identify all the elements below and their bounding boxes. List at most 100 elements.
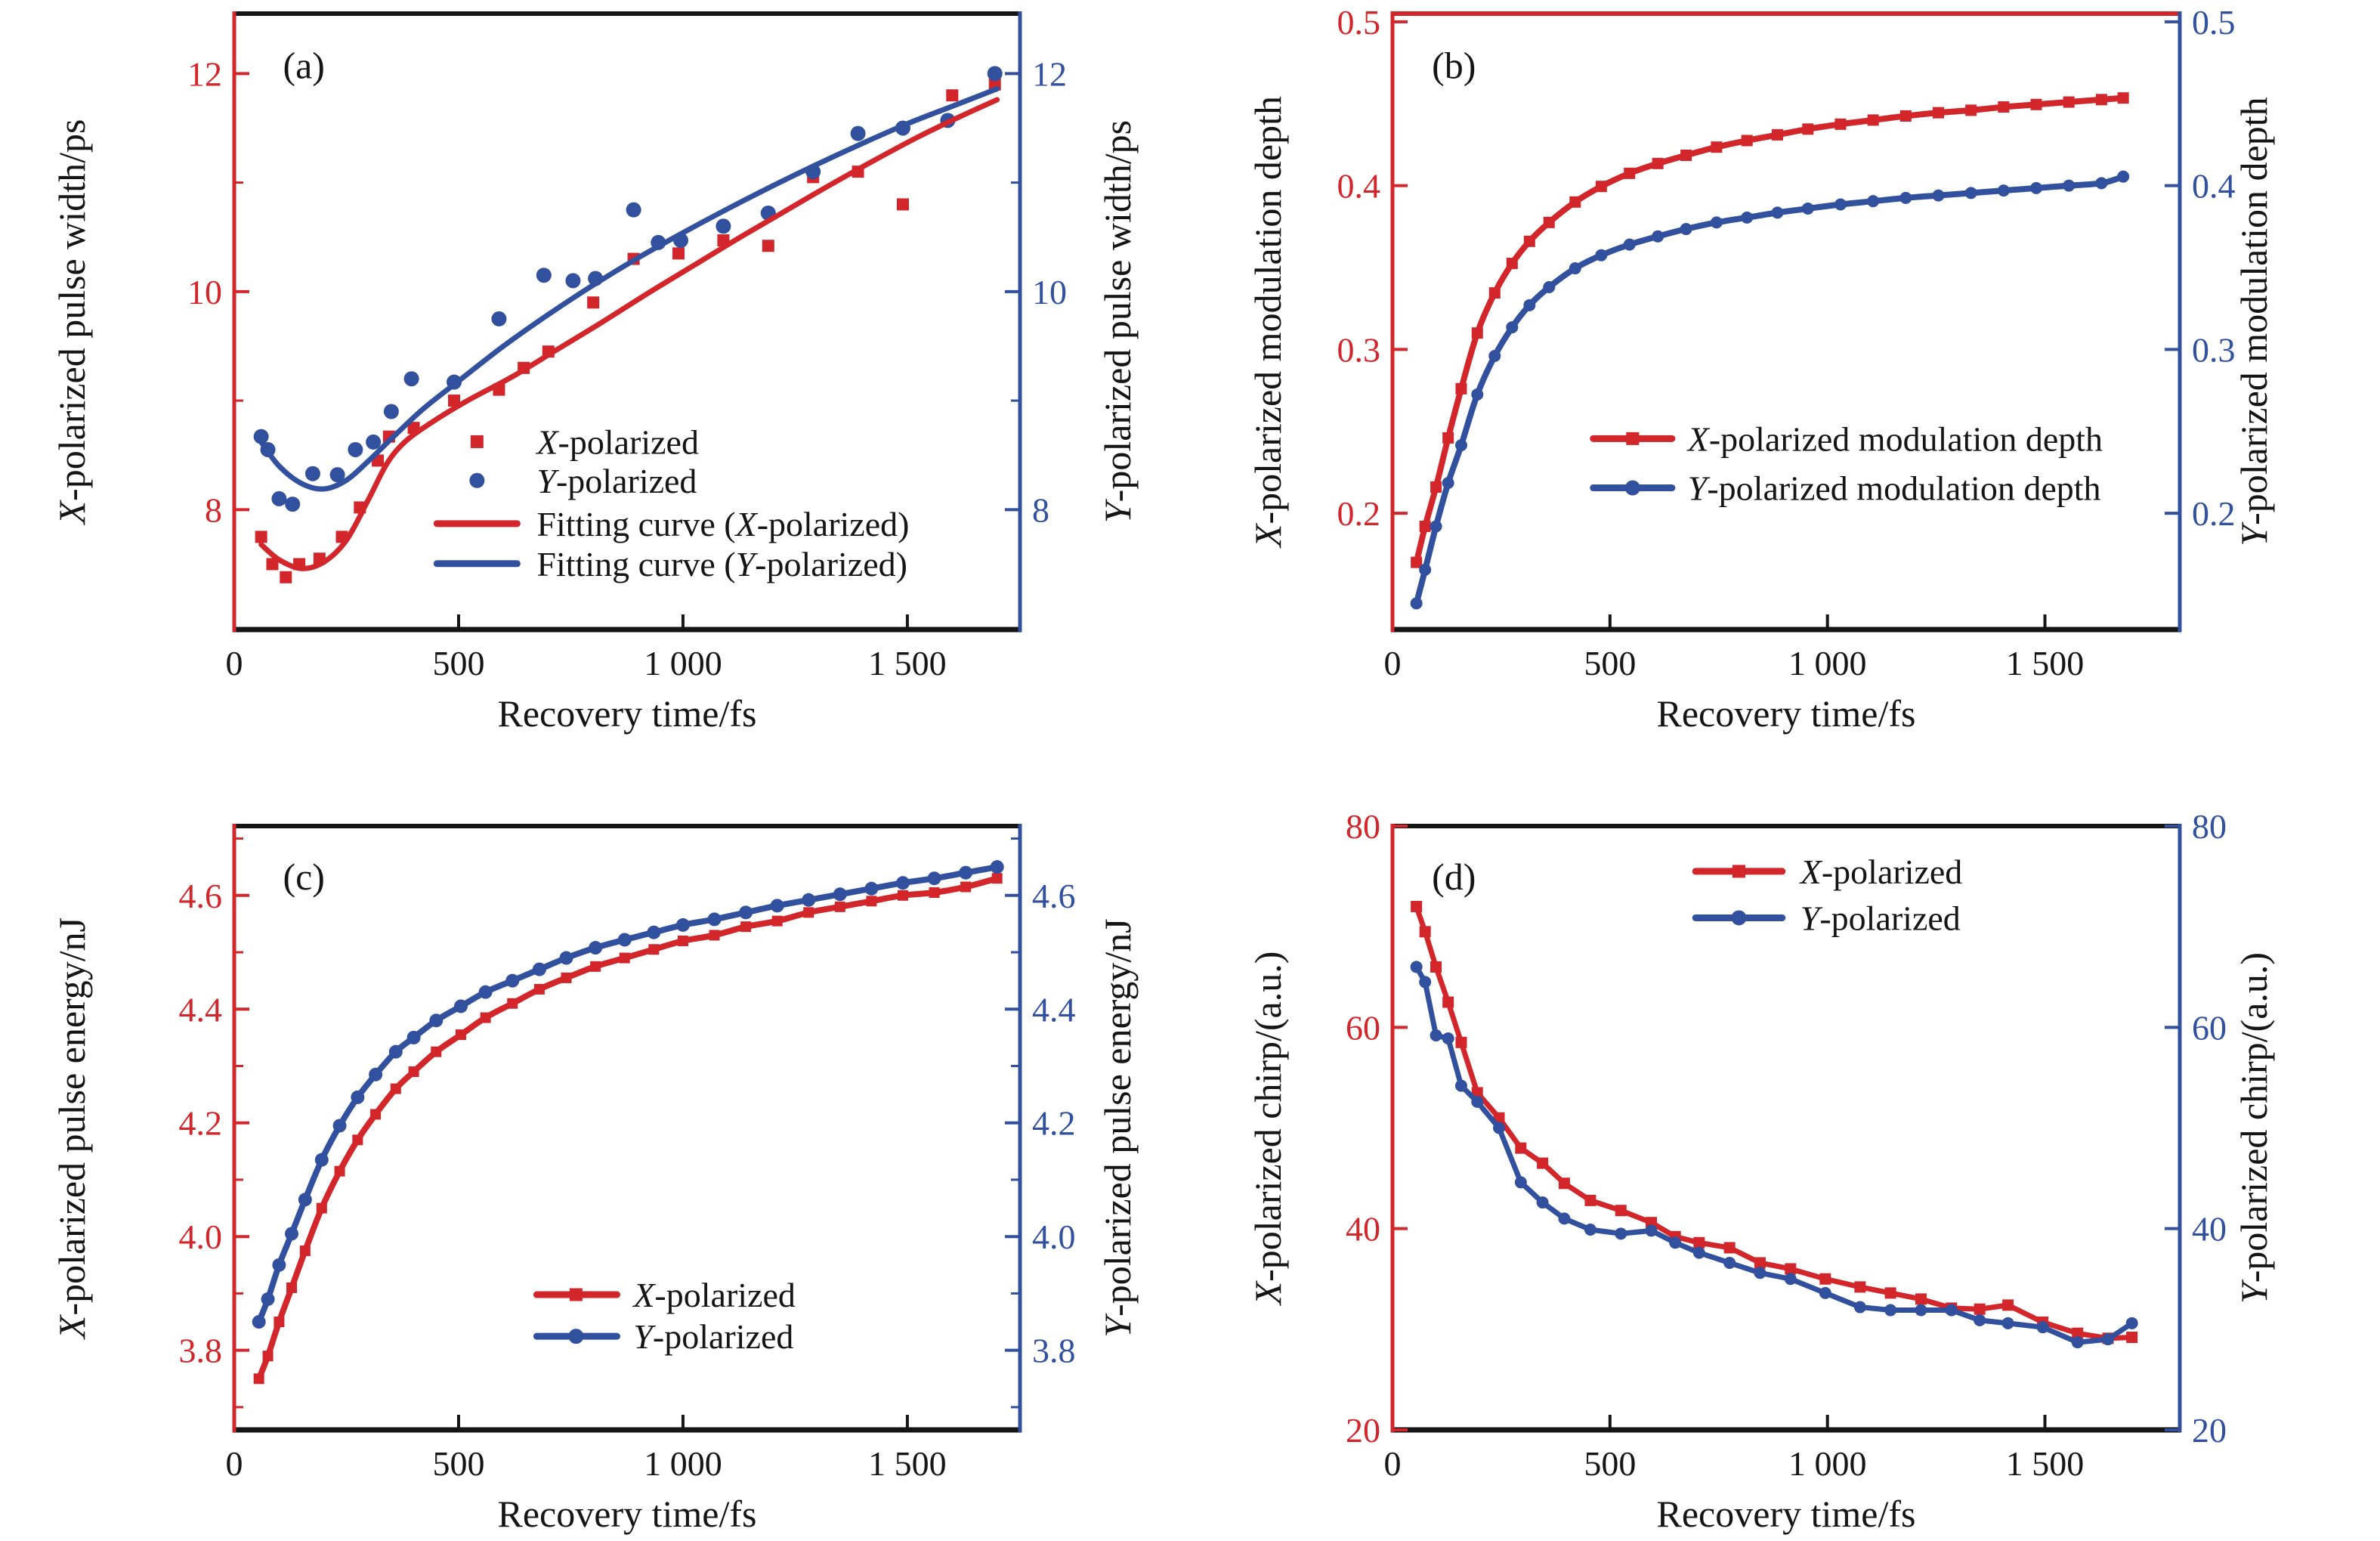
- square-marker: [1430, 961, 1442, 973]
- circle-marker: [1680, 223, 1692, 236]
- circle-marker: [1652, 230, 1664, 243]
- square-marker: [1680, 149, 1692, 161]
- panel-label-d: (d): [1432, 856, 1476, 898]
- y-left-tick-label: 40: [1346, 1210, 1380, 1249]
- x-axis-title: Recovery time/fs: [498, 692, 757, 735]
- circle-marker: [850, 125, 866, 141]
- panel-b: 0 500 1 000 1 500 0.2 0.3 0.4 0.5 X-polarized mo…: [1247, 3, 2275, 735]
- circle-marker: [1669, 1236, 1682, 1249]
- circle-marker: [536, 268, 552, 283]
- legend-circle-marker: [1731, 910, 1747, 926]
- circle-marker: [2071, 1336, 2084, 1349]
- square-marker: [587, 296, 600, 309]
- x-tick-label: 1 500: [868, 644, 947, 682]
- square-marker: [991, 873, 1003, 884]
- circle-marker: [314, 1153, 329, 1167]
- square-marker: [533, 983, 545, 995]
- series-y-polarized: [252, 860, 1004, 1329]
- square-marker: [1584, 1194, 1596, 1206]
- circle-marker: [478, 985, 493, 999]
- y-left-axis-title: X-polarized pulse width/ps: [51, 119, 93, 526]
- circle-marker: [589, 941, 603, 955]
- circle-marker: [403, 371, 419, 387]
- square-marker: [896, 198, 909, 211]
- square-marker: [866, 896, 877, 907]
- circle-marker: [1899, 191, 1912, 204]
- square-marker: [1537, 1157, 1549, 1169]
- panel-label-c: (c): [283, 856, 325, 898]
- square-marker: [677, 935, 688, 946]
- y-right-tick-label: 4.6: [1032, 877, 1076, 915]
- y-right-tick-label: 4.2: [1032, 1104, 1076, 1143]
- circle-marker: [1584, 1223, 1596, 1236]
- circle-marker: [864, 881, 879, 896]
- circle-marker: [1430, 1029, 1442, 1041]
- square-marker: [1652, 157, 1664, 169]
- square-marker: [299, 1245, 311, 1257]
- x-tick-label: 1 500: [868, 1444, 947, 1483]
- circle-marker: [348, 441, 363, 457]
- square-marker: [834, 901, 845, 912]
- circle-marker: [1974, 1314, 1986, 1326]
- square-marker: [1711, 141, 1723, 153]
- circle-marker: [1523, 299, 1536, 311]
- circle-marker: [272, 1258, 286, 1272]
- circle-marker: [1430, 520, 1442, 533]
- square-marker: [2117, 92, 2129, 104]
- y-left-tick-label: 0.2: [1337, 494, 1381, 533]
- circle-marker: [453, 999, 468, 1013]
- circle-marker: [990, 860, 1004, 874]
- circle-marker: [491, 311, 507, 326]
- legend-item-y-polarized: Y-polarized: [533, 1317, 793, 1356]
- x-tick-label: 1 000: [644, 644, 722, 682]
- y-left-tick-label: 4.2: [179, 1104, 223, 1143]
- square-marker: [1442, 432, 1454, 444]
- square-marker: [2072, 1327, 2084, 1339]
- y-left-axis-title: X-polarized chirp/(a.u.): [1247, 952, 1289, 1307]
- circle-marker: [505, 973, 520, 988]
- square-marker: [2126, 1331, 2138, 1343]
- square-marker: [1915, 1293, 1927, 1305]
- legend-item-x-polarized-modulation-depth: X-polarized modulation depth: [1590, 419, 2103, 458]
- circle-marker: [1454, 1079, 1467, 1092]
- legend-label: Y-polarized: [536, 462, 697, 500]
- circle-marker: [739, 905, 753, 920]
- circle-marker: [675, 917, 690, 932]
- square-marker: [960, 881, 972, 893]
- circle-marker: [987, 66, 1003, 82]
- x-axis-title: Recovery time/fs: [1657, 692, 1916, 735]
- square-marker: [431, 1046, 442, 1057]
- legend-label: Y-polarized modulation depth: [1688, 469, 2101, 508]
- panel-c: 0 500 1 000 1 500 3.8 4.0 4.2 4.4 4.6 X-polarized…: [51, 824, 1139, 1535]
- square-marker: [1965, 104, 1977, 116]
- circle-marker: [1932, 189, 1945, 202]
- square-marker: [280, 571, 292, 583]
- square-marker: [352, 1134, 363, 1146]
- square-marker: [709, 930, 720, 941]
- circle-marker: [1723, 1256, 1736, 1269]
- circle-marker: [959, 865, 973, 880]
- square-marker: [1455, 382, 1467, 395]
- circle-marker: [271, 490, 287, 506]
- y-left-tick-label: 10: [187, 273, 222, 311]
- circle-marker: [2102, 1333, 2115, 1346]
- y-right-tick-label: 4.4: [1032, 990, 1076, 1029]
- square-marker: [590, 961, 601, 972]
- square-marker: [740, 921, 752, 933]
- square-marker: [2002, 1299, 2014, 1311]
- legend-label: Y-polarized: [633, 1317, 793, 1356]
- circle-marker: [1471, 1095, 1484, 1108]
- circle-marker: [626, 202, 641, 218]
- circle-marker: [2001, 1317, 2014, 1329]
- square-marker: [1723, 1242, 1736, 1254]
- square-marker: [1932, 107, 1944, 119]
- y-left-tick-label: 60: [1346, 1008, 1380, 1047]
- square-marker: [286, 1282, 298, 1293]
- legend-item-x-polarized: X-polarized: [533, 1276, 796, 1314]
- circle-marker: [2063, 179, 2076, 192]
- square-marker: [1854, 1281, 1866, 1293]
- square-marker: [1569, 196, 1581, 208]
- circle-marker: [351, 1090, 365, 1104]
